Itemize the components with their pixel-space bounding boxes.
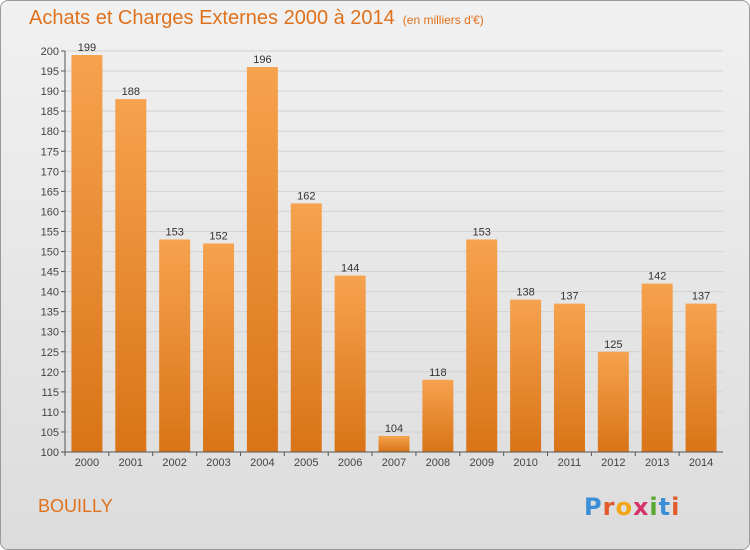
bar: [422, 379, 454, 452]
data-label: 104: [385, 423, 403, 435]
x-tick-label: 2010: [513, 457, 537, 469]
y-tick-label: 180: [41, 126, 59, 138]
x-tick-label: 2013: [645, 457, 669, 469]
location-label: BOUILLY: [38, 496, 113, 516]
x-tick-label: 2003: [206, 457, 230, 469]
data-label: 162: [297, 190, 315, 202]
chart-title: Achats et Charges Externes 2000 à 2014 (e…: [29, 7, 484, 30]
y-tick-label: 160: [41, 206, 59, 218]
x-tick-label: 2005: [294, 457, 318, 469]
y-tick-label: 120: [41, 367, 59, 379]
bar: [159, 239, 191, 452]
x-tick-label: 2001: [119, 457, 143, 469]
x-tick-label: 2002: [162, 457, 186, 469]
y-tick-label: 110: [41, 407, 59, 419]
title-text: Achats et Charges Externes 2000 à 2014: [29, 7, 395, 29]
y-tick-label: 140: [41, 287, 59, 299]
bar: [290, 203, 322, 452]
x-tick-label: 2004: [250, 457, 274, 469]
y-tick-label: 200: [41, 46, 59, 58]
logo-letter: P: [584, 493, 603, 521]
bar: [378, 435, 410, 452]
y-tick-label: 175: [41, 146, 59, 158]
bar: [71, 55, 103, 452]
x-axis-ticks: 2000 2001 2002 2003 2004 2005 2006 2007 2008 2009…: [64, 452, 713, 469]
bar: [510, 299, 542, 452]
y-tick-label: 150: [41, 247, 59, 259]
y-tick-label: 105: [41, 427, 59, 439]
data-label: 144: [341, 263, 359, 275]
data-label: 152: [209, 230, 227, 242]
bar: [203, 243, 235, 452]
data-label: 196: [253, 54, 271, 66]
data-labels: 199 188 153 152 196 162 144 104 118 153 138 137 125 1…: [78, 42, 710, 435]
data-label: 188: [122, 86, 140, 98]
x-tick-label: 2008: [426, 457, 450, 469]
data-label: 118: [429, 367, 447, 379]
y-tick-label: 135: [41, 307, 59, 319]
y-tick-label: 165: [41, 186, 59, 198]
logo-letter: x: [632, 493, 650, 521]
y-tick-label: 190: [41, 86, 59, 98]
x-tick-label: 2012: [601, 457, 625, 469]
data-label: 199: [78, 42, 96, 54]
y-tick-label: 115: [41, 387, 59, 399]
x-tick-label: 2000: [75, 457, 99, 469]
data-label: 153: [165, 226, 183, 238]
subtitle-text: (en milliers d'€): [402, 13, 484, 27]
x-tick-label: 2009: [469, 457, 493, 469]
bar: [685, 303, 717, 452]
data-label: 137: [560, 291, 578, 303]
data-label: 142: [648, 271, 666, 283]
proxiti-logo: Proxiti: [584, 493, 680, 521]
bar: [246, 67, 278, 452]
bar: [597, 351, 629, 452]
logo-letter: r: [602, 493, 616, 521]
logo-letter: i: [671, 493, 681, 521]
bar: [115, 99, 147, 453]
logo-letter: t: [658, 493, 672, 521]
axes: [64, 51, 723, 453]
bar: [466, 239, 498, 452]
bar: [334, 275, 366, 452]
x-tick-label: 2007: [382, 457, 406, 469]
x-tick-label: 2011: [558, 457, 582, 469]
data-label: 137: [692, 291, 710, 303]
y-tick-label: 170: [41, 166, 59, 178]
bars: [71, 55, 717, 453]
data-label: 138: [516, 287, 534, 299]
y-tick-label: 155: [41, 226, 59, 238]
y-tick-label: 130: [41, 327, 59, 339]
logo-letter: o: [615, 493, 633, 521]
y-tick-label: 100: [41, 447, 59, 459]
data-label: 125: [604, 339, 622, 351]
y-tick-label: 145: [41, 267, 59, 279]
bar: [553, 303, 585, 452]
x-tick-label: 2006: [338, 457, 362, 469]
data-label: 153: [473, 226, 491, 238]
logo-letter: i: [649, 493, 659, 521]
y-axis-ticks: 100 105 110 115 120 125 130 135 140 145 150 155 160 1…: [41, 46, 65, 459]
y-tick-label: 195: [41, 66, 59, 78]
y-tick-label: 185: [41, 106, 59, 118]
x-tick-label: 2014: [689, 457, 713, 469]
y-tick-label: 125: [41, 347, 59, 359]
bar: [641, 283, 673, 452]
